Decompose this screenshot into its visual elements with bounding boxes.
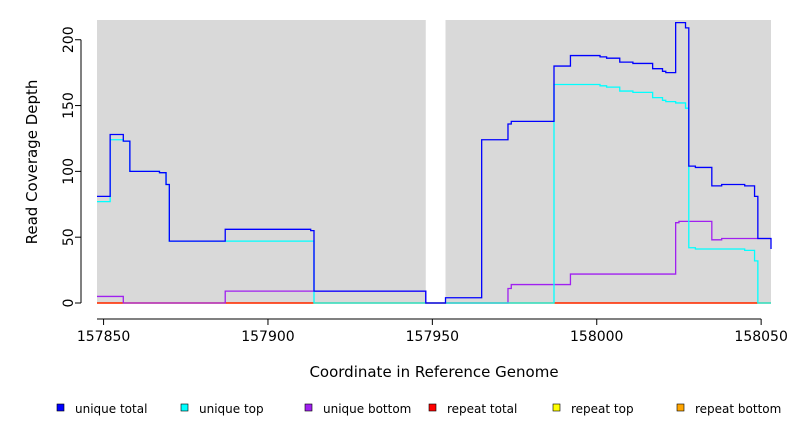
y-tick-label: 50 (61, 228, 77, 246)
gap-band (425, 20, 446, 303)
y-tick-label: 200 (61, 26, 77, 53)
legend-label: unique total (75, 402, 147, 416)
series-layer (97, 21, 772, 304)
legend-swatch (180, 403, 189, 412)
legend-item-repeat-top: repeat top (552, 402, 634, 416)
legend-item-unique-total: unique total (56, 402, 147, 416)
legend: unique total unique top unique bottom repea… (56, 402, 781, 416)
y-tick-label: 0 (61, 299, 77, 308)
axis-layer: 157850 157900 157950 158000 158050 0 50 100 150 2… (61, 26, 788, 345)
legend-label: repeat top (571, 402, 634, 416)
legend-swatch (552, 403, 561, 412)
y-tick-label: 150 (61, 92, 77, 119)
y-axis-title: Read Coverage Depth (23, 80, 41, 245)
x-tick-label: 158050 (734, 329, 787, 345)
x-tick-label: 157900 (241, 329, 294, 345)
series-line-unique-bottom (97, 220, 771, 304)
series-line-unique-total (97, 21, 772, 304)
y-tick-label: 100 (61, 158, 77, 185)
legend-item-repeat-bottom: repeat bottom (676, 402, 781, 416)
legend-swatch (56, 403, 65, 412)
legend-swatch (428, 403, 437, 412)
legend-item-unique-top: unique top (180, 402, 264, 416)
legend-swatch (304, 403, 313, 412)
legend-swatch (676, 403, 685, 412)
legend-label: repeat total (447, 402, 517, 416)
x-axis-title: Coordinate in Reference Genome (309, 363, 558, 381)
legend-label: repeat bottom (695, 402, 781, 416)
x-tick-label: 157950 (406, 329, 459, 345)
legend-label: unique top (199, 402, 264, 416)
legend-item-repeat-total: repeat total (428, 402, 517, 416)
x-tick-label: 158000 (570, 329, 623, 345)
legend-item-unique-bottom: unique bottom (304, 402, 411, 416)
legend-label: unique bottom (323, 402, 411, 416)
x-tick-label: 157850 (77, 329, 130, 345)
